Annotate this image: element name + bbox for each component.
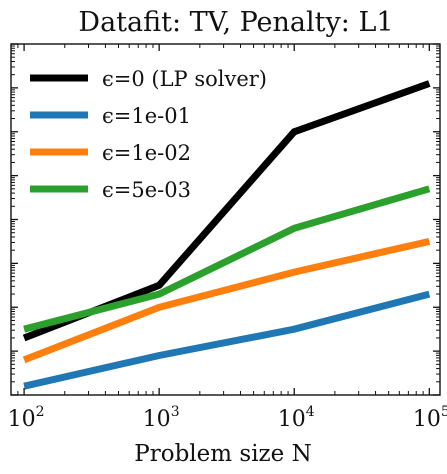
x-tick-label: 104 (278, 404, 315, 432)
x-tick-label: 102 (8, 404, 45, 432)
series-lines (22, 80, 431, 390)
series-line-0 (22, 80, 431, 342)
series-line-1 (23, 290, 431, 390)
legend-label-1: ϵ=1e-01 (102, 104, 191, 128)
x-axis-label: Problem size N (134, 441, 311, 467)
axis-ticks (10, 43, 440, 396)
x-tick-labels: 102 103 104 105 (8, 404, 447, 432)
series-line-3 (23, 185, 431, 333)
chart-title: Datafit: TV, Penalty: L1 (78, 7, 393, 38)
series-line-2 (22, 237, 431, 364)
legend-label-0: ϵ=0 (LP solver) (102, 67, 267, 91)
legend-label-2: ϵ=1e-02 (102, 141, 191, 165)
legend-label-3: ϵ=5e-03 (102, 178, 191, 202)
legend: ϵ=0 (LP solver) ϵ=1e-01 ϵ=1e-02 ϵ=5e-03 (30, 67, 267, 202)
x-tick-label: 105 (413, 404, 447, 432)
x-tick-label: 103 (143, 404, 180, 432)
